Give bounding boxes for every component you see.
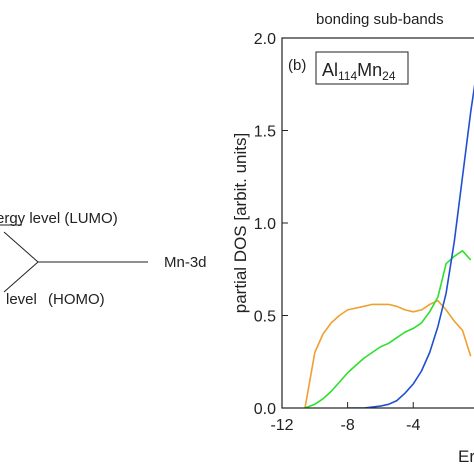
compound-al: Al <box>322 60 338 80</box>
compound-mn-subscript: 24 <box>382 69 396 83</box>
panel-tag-group: (b) Al114Mn24 <box>288 51 409 85</box>
y-tick-label: 0.0 <box>254 401 276 418</box>
plot-frame <box>281 37 474 409</box>
y-axis-label: partial DOS [arbit. units] <box>231 133 250 313</box>
y-tick-label: 2.0 <box>254 31 276 48</box>
compound-box <box>315 51 409 85</box>
homo-connector <box>3 261 39 293</box>
lumo-connector <box>3 231 39 263</box>
energy-level-diagram: ergy level (LUMO) Mn-3d level (HOMO) <box>0 210 207 308</box>
compound-formula: Al114Mn24 <box>322 60 396 83</box>
homo-tag-label: (HOMO) <box>48 291 105 308</box>
homo-level-label: level <box>6 291 37 308</box>
panel-header: bonding sub-bands <box>316 11 444 28</box>
x-axis: -12 -8 -4 <box>270 402 420 434</box>
mn-3d-label: Mn-3d <box>164 254 207 271</box>
panel-tag: (b) <box>288 57 306 74</box>
x-tick-label: -12 <box>270 417 293 434</box>
y-axis: 0.0 0.5 1.0 1.5 2.0 <box>254 31 288 418</box>
y-tick-label: 1.5 <box>254 124 276 141</box>
y-tick-label: 0.5 <box>254 309 276 326</box>
y-tick-label: 1.0 <box>254 216 276 233</box>
compound-mn: Mn <box>357 60 382 80</box>
x-axis-label: Er <box>458 447 474 466</box>
dos-chart: bonding sub-bands 0.00.51.01.52.0 -12 -8-… <box>231 11 474 466</box>
x-tick-label: -4 <box>406 417 420 434</box>
lumo-label: ergy level (LUMO) <box>0 210 118 227</box>
compound-al-subscript: 114 <box>338 69 357 83</box>
x-tick-label: -8 <box>341 417 355 434</box>
series-line-1 <box>304 299 472 408</box>
series-layer <box>304 84 474 408</box>
series-line-3 <box>347 84 474 408</box>
series-line-2 <box>304 250 472 408</box>
